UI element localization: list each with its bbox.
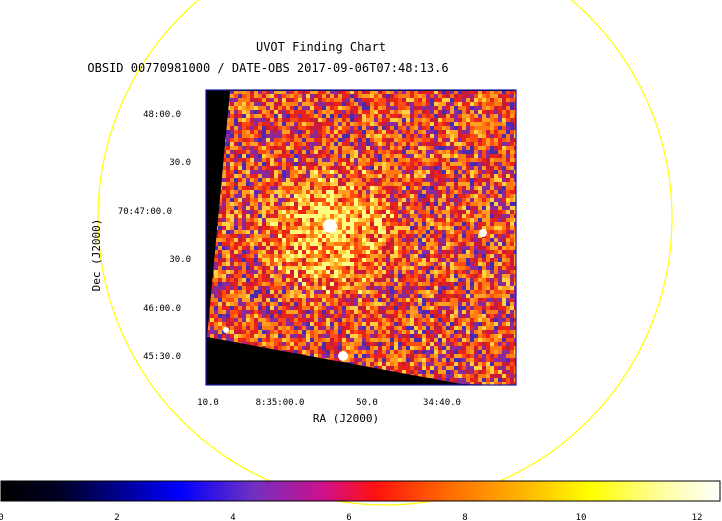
sky-image — [205, 89, 517, 386]
dec-tick-label: 30.0 — [169, 255, 191, 265]
bright-sources — [223, 219, 487, 361]
dec-tick-label: 30.0 — [169, 158, 191, 168]
region-circle — [97, 0, 673, 506]
dec-axis-ticks: 48:00.0 30.0 70:47:00.0 30.0 46:00.0 45:… — [118, 110, 191, 362]
dec-tick-label: 45:30.0 — [143, 352, 181, 362]
colorbar-tick-label: 0 — [0, 513, 4, 521]
colorbar-tick-label: 2 — [114, 513, 119, 521]
colorbar-tick-label: 12 — [692, 513, 703, 521]
bright-source — [338, 351, 348, 361]
colorbar-tick-label: 4 — [230, 513, 235, 521]
colorbar-tick-label: 10 — [576, 513, 587, 521]
colorbar-tick-label: 8 — [462, 513, 467, 521]
ra-tick-label: 10.0 — [197, 398, 219, 408]
bright-source — [323, 219, 337, 233]
colorbar-tick-label: 6 — [346, 513, 351, 521]
dec-tick-label: 46:00.0 — [143, 304, 181, 314]
ra-tick-label: 8:35:00.0 — [256, 398, 305, 408]
dec-tick-label: 70:47:00.0 — [118, 207, 172, 217]
dec-axis-label: Dec (J2000) — [90, 219, 103, 292]
colorbar: 0 2 4 6 8 10 12 — [0, 480, 721, 521]
chart-subtitle: OBSID 00770981000 / DATE-OBS 2017-09-06T… — [87, 61, 448, 75]
ra-tick-label: 50.0 — [356, 398, 378, 408]
ra-axis-ticks: 10.0 8:35:00.0 50.0 34:40.0 — [197, 398, 461, 408]
colorbar-gradient — [0, 480, 721, 502]
chart-title: UVOT Finding Chart — [256, 40, 386, 54]
image-frame — [205, 89, 517, 386]
ra-axis-label: RA (J2000) — [313, 412, 379, 425]
ra-tick-label: 34:40.0 — [423, 398, 461, 408]
bright-source — [223, 327, 229, 333]
exposure-tile — [207, 91, 516, 385]
bright-source — [479, 229, 487, 237]
dec-tick-label: 48:00.0 — [143, 110, 181, 120]
